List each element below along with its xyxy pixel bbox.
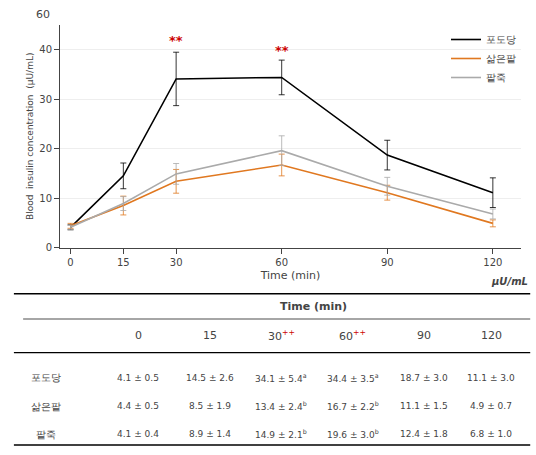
svg-text:30: 30 (170, 257, 183, 268)
svg-text:16.7 ± 2.2​b​: 16.7 ± 2.2​b​ (327, 400, 379, 412)
svg-text:60: 60 (275, 257, 288, 268)
svg-text:15: 15 (117, 257, 130, 268)
svg-text:4.9 ± 0.7: 4.9 ± 0.7 (470, 401, 512, 411)
svg-text:34.1 ± 5.4​a​: 34.1 ± 5.4​a​ (255, 372, 307, 384)
svg-text:120: 120 (483, 257, 502, 268)
svg-text:삶은팥: 삶은팥 (486, 53, 516, 64)
svg-text:15: 15 (203, 329, 217, 342)
svg-text:20: 20 (39, 143, 52, 154)
svg-text:포도당: 포도당 (486, 34, 516, 45)
svg-text:18.7 ± 3.0: 18.7 ± 3.0 (400, 373, 448, 383)
svg-text:**: ** (275, 43, 289, 58)
svg-text:14.9 ± 2.1​b​: 14.9 ± 2.1​b​ (255, 428, 307, 440)
svg-text:팥죽: 팥죽 (486, 72, 506, 83)
svg-text:0: 0 (135, 329, 142, 342)
svg-text:8.5 ± 1.9: 8.5 ± 1.9 (189, 401, 231, 411)
svg-text:4.1 ± 0.4: 4.1 ± 0.4 (117, 429, 159, 439)
svg-text:Time (min): Time (min) (260, 269, 321, 282)
svg-text:12.4 ± 1.8: 12.4 ± 1.8 (400, 429, 448, 439)
svg-text:Blood insulin concentration: Blood insulin concentration (μU/mL) (25, 53, 35, 221)
svg-text:포도당: 포도당 (31, 372, 61, 383)
svg-text:11.1 ± 3.0: 11.1 ± 3.0 (467, 373, 515, 383)
svg-text:10: 10 (39, 193, 52, 204)
svg-text:4.1 ± 0.5: 4.1 ± 0.5 (117, 373, 159, 383)
svg-text:30: 30 (39, 94, 52, 105)
svg-text:6.8 ± 1.0: 6.8 ± 1.0 (470, 429, 512, 439)
svg-text:60: 60 (36, 8, 50, 21)
svg-text:μU/mL: μU/mL (491, 276, 528, 287)
svg-text:8.9 ± 1.4: 8.9 ± 1.4 (189, 429, 231, 439)
svg-text:19.6 ± 3.0​b​: 19.6 ± 3.0​b​ (327, 428, 379, 440)
svg-text:Time (min): Time (min) (280, 300, 347, 313)
svg-text:60​++​: 60​++​ (339, 328, 366, 343)
svg-text:13.4 ± 2.4​b​: 13.4 ± 2.4​b​ (255, 400, 307, 412)
svg-text:90: 90 (417, 329, 431, 342)
svg-text:30​++​: 30​++​ (268, 328, 295, 343)
svg-text:11.1 ± 1.5: 11.1 ± 1.5 (400, 401, 448, 411)
svg-text:**: ** (169, 33, 183, 48)
svg-text:삶은팥: 삶은팥 (31, 401, 61, 412)
svg-text:120: 120 (481, 329, 502, 342)
svg-text:90: 90 (381, 257, 394, 268)
svg-text:4.4 ± 0.5: 4.4 ± 0.5 (117, 401, 159, 411)
svg-text:14.5 ± 2.6: 14.5 ± 2.6 (186, 373, 234, 383)
svg-text:0: 0 (46, 242, 52, 253)
svg-text:40: 40 (39, 44, 52, 55)
svg-text:팥죽: 팥죽 (36, 429, 56, 440)
svg-text:34.4 ± 3.5​a​: 34.4 ± 3.5​a​ (327, 372, 379, 384)
svg-text:0: 0 (67, 257, 73, 268)
